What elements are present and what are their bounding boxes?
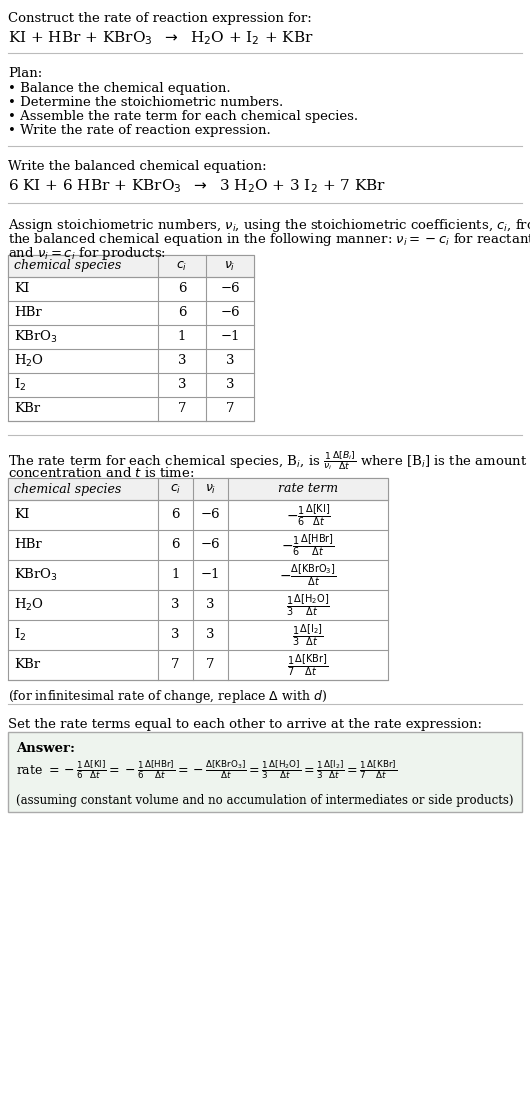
Text: 1: 1 [171,568,180,582]
Text: rate $= -\frac{1}{6}\frac{\Delta[\mathrm{KI}]}{\Delta t} = -\frac{1}{6}\frac{\De: rate $= -\frac{1}{6}\frac{\Delta[\mathrm… [16,758,397,781]
Text: $-\frac{1}{6}\frac{\Delta[\mathrm{HBr}]}{\Delta t}$: $-\frac{1}{6}\frac{\Delta[\mathrm{HBr}]}… [281,532,335,557]
Text: HBr: HBr [14,538,42,552]
Text: KBr: KBr [14,658,40,671]
Text: concentration and $t$ is time:: concentration and $t$ is time: [8,466,195,480]
Text: rate term: rate term [278,482,338,495]
Text: Construct the rate of reaction expression for:: Construct the rate of reaction expressio… [8,12,312,25]
Text: 6: 6 [171,509,180,522]
Text: KI: KI [14,283,29,296]
Text: Answer:: Answer: [16,742,75,755]
Text: • Determine the stoichiometric numbers.: • Determine the stoichiometric numbers. [8,96,283,109]
Text: 1: 1 [178,330,186,343]
Text: $\frac{1}{7}\frac{\Delta[\mathrm{KBr}]}{\Delta t}$: $\frac{1}{7}\frac{\Delta[\mathrm{KBr}]}{… [287,653,329,678]
Text: Set the rate terms equal to each other to arrive at the rate expression:: Set the rate terms equal to each other t… [8,718,482,731]
Bar [8,732,522,812]
Text: KI + HBr + KBrO$_3$  $\rightarrow$  H$_2$O + I$_2$ + KBr: KI + HBr + KBrO$_3$ $\rightarrow$ H$_2$O… [8,29,314,47]
Text: −6: −6 [201,538,220,552]
Text: −1: −1 [201,568,220,582]
Text: $\nu_i$: $\nu_i$ [224,259,236,273]
Text: 3: 3 [171,628,180,642]
Text: I$_2$: I$_2$ [14,627,26,643]
Text: and $\nu_i = c_i$ for products:: and $\nu_i = c_i$ for products: [8,245,166,261]
Text: • Assemble the rate term for each chemical species.: • Assemble the rate term for each chemic… [8,110,358,123]
Text: the balanced chemical equation in the following manner: $\nu_i = -c_i$ for react: the balanced chemical equation in the fo… [8,230,530,248]
Text: −6: −6 [220,307,240,319]
Text: 7: 7 [171,658,180,671]
Text: (for infinitesimal rate of change, replace $\Delta$ with $d$): (for infinitesimal rate of change, repla… [8,688,327,705]
Text: I$_2$: I$_2$ [14,377,26,393]
Text: The rate term for each chemical species, B$_i$, is $\frac{1}{\nu_i}\frac{\Delta[: The rate term for each chemical species,… [8,449,527,472]
Text: 6: 6 [171,538,180,552]
Text: KBrO$_3$: KBrO$_3$ [14,329,58,345]
Text: HBr: HBr [14,307,42,319]
Text: −6: −6 [220,283,240,296]
Text: $\frac{1}{3}\frac{\Delta[\mathrm{H_2O}]}{\Delta t}$: $\frac{1}{3}\frac{\Delta[\mathrm{H_2O}]}… [286,592,330,618]
Text: $c_i$: $c_i$ [170,482,181,495]
Text: 3: 3 [171,598,180,612]
Text: • Write the rate of reaction expression.: • Write the rate of reaction expression. [8,124,271,137]
Text: • Balance the chemical equation.: • Balance the chemical equation. [8,82,231,95]
Text: Assign stoichiometric numbers, $\nu_i$, using the stoichiometric coefficients, $: Assign stoichiometric numbers, $\nu_i$, … [8,217,530,234]
Text: (assuming constant volume and no accumulation of intermediates or side products): (assuming constant volume and no accumul… [16,794,514,807]
Text: 7: 7 [226,402,234,416]
Text: 3: 3 [178,355,186,368]
Bar [8,478,388,680]
Text: H$_2$O: H$_2$O [14,353,44,369]
Text: 3: 3 [226,379,234,391]
Text: 3: 3 [226,355,234,368]
Text: KBr: KBr [14,402,40,416]
Text: $\frac{1}{3}\frac{\Delta[\mathrm{I_2}]}{\Delta t}$: $\frac{1}{3}\frac{\Delta[\mathrm{I_2}]}{… [292,622,324,648]
Text: 7: 7 [206,658,215,671]
Text: −1: −1 [220,330,240,343]
Text: −6: −6 [201,509,220,522]
Text: $-\frac{1}{6}\frac{\Delta[\mathrm{KI}]}{\Delta t}$: $-\frac{1}{6}\frac{\Delta[\mathrm{KI}]}{… [286,502,331,527]
Text: 7: 7 [178,402,186,416]
Text: KI: KI [14,509,29,522]
Text: chemical species: chemical species [14,259,121,273]
Text: 3: 3 [206,628,215,642]
Text: $-\frac{\Delta[\mathrm{KBrO_3}]}{\Delta t}$: $-\frac{\Delta[\mathrm{KBrO_3}]}{\Delta … [279,562,337,588]
Text: 3: 3 [206,598,215,612]
Bar [8,255,254,421]
Text: H$_2$O: H$_2$O [14,597,44,613]
Text: 6: 6 [178,307,186,319]
Bar [8,255,254,277]
Text: chemical species: chemical species [14,482,121,495]
Text: 6 KI + 6 HBr + KBrO$_3$  $\rightarrow$  3 H$_2$O + 3 I$_2$ + 7 KBr: 6 KI + 6 HBr + KBrO$_3$ $\rightarrow$ 3 … [8,177,386,195]
Text: $\nu_i$: $\nu_i$ [205,482,216,495]
Bar [8,478,388,500]
Text: Plan:: Plan: [8,66,42,80]
Text: KBrO$_3$: KBrO$_3$ [14,567,58,583]
Text: Write the balanced chemical equation:: Write the balanced chemical equation: [8,160,267,173]
Text: $c_i$: $c_i$ [176,259,188,273]
Text: 6: 6 [178,283,186,296]
Text: 3: 3 [178,379,186,391]
